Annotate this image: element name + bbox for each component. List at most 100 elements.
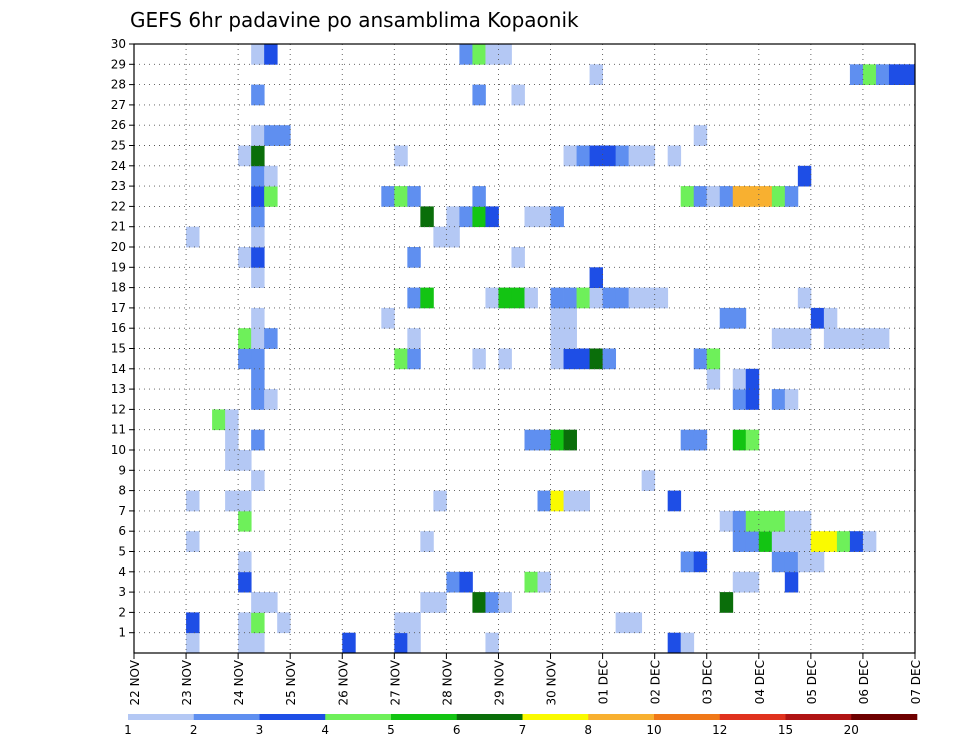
colorbar-swatch	[128, 714, 195, 720]
heatmap-cell	[576, 348, 590, 370]
heatmap-cell	[693, 125, 708, 146]
heatmap-cell	[771, 551, 786, 573]
heatmap-cell	[251, 368, 265, 390]
heatmap-cell	[459, 571, 473, 593]
heatmap-cell	[251, 307, 265, 329]
y-tick-label: 1	[118, 626, 126, 640]
heatmap-cell	[706, 368, 721, 390]
heatmap-cell	[732, 186, 747, 207]
heatmap-cell	[186, 612, 200, 634]
x-tick-label: 28 NOV	[440, 659, 454, 705]
x-tick-label: 03 DEC	[701, 660, 715, 704]
colorbar-tick-label: 5	[387, 723, 395, 737]
y-tick-label: 29	[111, 57, 126, 71]
heatmap-cell	[238, 348, 252, 370]
heatmap-cell	[849, 64, 864, 85]
heatmap-cell	[576, 145, 590, 167]
heatmap-cell	[251, 632, 265, 654]
colorbar-tick-label: 15	[778, 723, 793, 737]
heatmap-cell	[472, 206, 486, 228]
heatmap-cell	[849, 531, 864, 552]
heatmap-cell	[615, 612, 630, 634]
heatmap-cell	[251, 186, 265, 207]
colorbar-swatch	[522, 714, 589, 720]
heatmap-cell	[901, 64, 916, 85]
x-tick-label: 22 NOV	[128, 659, 142, 705]
heatmap-cell	[277, 612, 291, 634]
y-tick-label: 6	[118, 524, 126, 538]
heatmap-cell	[719, 186, 734, 207]
heatmap-cell	[394, 348, 408, 370]
heatmap-cell	[472, 592, 486, 613]
heatmap-cell	[251, 470, 265, 491]
x-tick-label: 04 DEC	[753, 660, 767, 704]
heatmap-cell	[732, 571, 747, 593]
heatmap-cell	[498, 592, 512, 613]
heatmap-cell	[498, 348, 512, 370]
y-axis-ticks: 1234567891011121314151617181920212223242…	[111, 37, 134, 640]
y-tick-label: 30	[111, 37, 126, 51]
heatmap-cell	[823, 531, 838, 552]
heatmap-cell	[459, 44, 473, 65]
heatmap-cell	[693, 551, 708, 573]
y-tick-label: 14	[111, 362, 126, 376]
heatmap-cell	[225, 429, 239, 451]
heatmap-cell	[849, 328, 864, 349]
heatmap-cell	[524, 287, 538, 309]
y-tick-label: 26	[111, 118, 126, 132]
heatmap-cell	[420, 531, 434, 552]
heatmap-cell	[225, 490, 239, 512]
heatmap-cell	[862, 64, 877, 85]
heatmap-cell	[823, 328, 838, 349]
heatmap-cell	[238, 328, 252, 349]
colorbar-swatch	[325, 714, 392, 720]
heatmap-cell	[862, 328, 877, 349]
heatmap-cell	[277, 125, 291, 146]
heatmap-cell	[550, 287, 564, 309]
heatmap-cell	[407, 247, 421, 268]
heatmap-cell	[797, 551, 812, 573]
heatmap-cell	[615, 287, 630, 309]
heatmap-cell	[433, 592, 447, 613]
heatmap-cell	[693, 186, 708, 207]
heatmap-cell	[810, 307, 825, 329]
heatmap-cell	[602, 145, 617, 167]
heatmap-cell	[706, 186, 721, 207]
y-tick-label: 25	[111, 139, 126, 153]
heatmap-cell	[758, 531, 773, 552]
heatmap-cell	[511, 247, 525, 268]
heatmap-cell	[550, 307, 564, 329]
heatmap-cell	[628, 287, 643, 309]
heatmap-cell	[797, 328, 812, 349]
heatmap-cell	[784, 551, 799, 573]
heatmap-cell	[784, 531, 799, 552]
heatmap-cell	[862, 531, 877, 552]
heatmap-cell	[797, 165, 812, 187]
y-tick-label: 24	[111, 159, 126, 173]
heatmap-cell	[810, 551, 825, 573]
colorbar-swatch	[654, 714, 721, 720]
colorbar-tick-label: 1	[124, 723, 132, 737]
colorbar-tick-label: 2	[190, 723, 198, 737]
colorbar-tick-label: 10	[646, 723, 661, 737]
x-tick-label: 02 DEC	[649, 660, 663, 704]
heatmap-cell	[537, 571, 551, 593]
heatmap-cell	[264, 186, 278, 207]
heatmap-cell	[732, 368, 747, 390]
heatmap-cell	[771, 389, 786, 410]
heatmap-cell	[745, 510, 760, 532]
heatmap-cell	[680, 429, 695, 451]
heatmap-cell	[563, 307, 577, 329]
x-tick-label: 30 NOV	[545, 659, 559, 705]
heatmap-cell	[589, 287, 603, 309]
heatmap-cell	[758, 186, 773, 207]
colorbar-swatch	[193, 714, 260, 720]
chart-title: GEFS 6hr padavine po ansamblima Kopaonik	[130, 8, 579, 32]
heatmap-cell	[407, 348, 421, 370]
heatmap-cell	[264, 389, 278, 410]
heatmap-cell	[784, 389, 799, 410]
heatmap-cell	[745, 389, 760, 410]
colorbar-tick-label: 4	[321, 723, 329, 737]
x-tick-label: 06 DEC	[857, 660, 871, 704]
heatmap-cell	[472, 348, 486, 370]
